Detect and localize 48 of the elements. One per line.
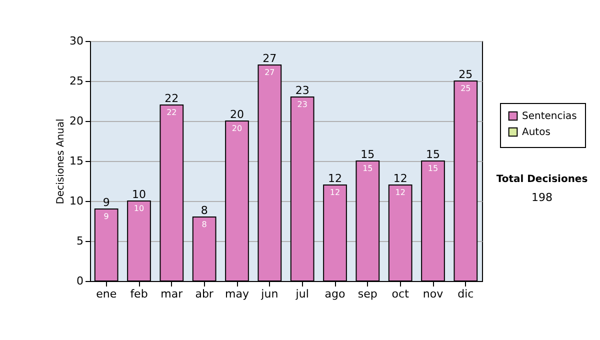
x-tick-label: may xyxy=(225,288,250,300)
x-tick-label: feb xyxy=(130,288,148,300)
total-label: 20 xyxy=(230,108,244,121)
x-tick-label: mar xyxy=(160,288,184,300)
total-label: 8 xyxy=(200,204,208,217)
total-label: 15 xyxy=(426,148,440,161)
y-tick-label: 20 xyxy=(70,114,84,128)
total-label: 12 xyxy=(328,172,342,185)
total-label: 23 xyxy=(295,84,310,97)
total-label: 10 xyxy=(132,188,146,201)
y-tick-label: 15 xyxy=(70,154,84,168)
text: 198 xyxy=(532,191,552,204)
data-label: 27 xyxy=(264,68,275,77)
total-label: 9 xyxy=(102,196,110,209)
total-label: 22 xyxy=(164,92,179,105)
x-tick-label: jun xyxy=(260,288,278,300)
y-axis-title: Decisiones Anual xyxy=(56,118,67,204)
total-label: 12 xyxy=(393,172,408,185)
total-label: 15 xyxy=(360,148,375,161)
x-tick-label: abr xyxy=(195,288,214,300)
total-label: 27 xyxy=(262,52,277,65)
x-tick-label: sep xyxy=(358,288,378,300)
y-tick-label: 5 xyxy=(76,234,84,248)
x-tick-label: jul xyxy=(294,288,309,300)
data-label: 9 xyxy=(104,212,109,221)
data-label: 15 xyxy=(428,164,438,173)
data-label: 15 xyxy=(362,164,373,173)
data-label: 22 xyxy=(166,108,177,117)
data-label: 12 xyxy=(395,188,406,197)
x-tick-label: ago xyxy=(324,288,346,300)
legend-label: Sentencias xyxy=(522,111,577,122)
y-tick-label: 25 xyxy=(70,74,84,88)
x-tick-label: ene xyxy=(96,288,117,300)
data-label: 20 xyxy=(232,124,242,133)
x-tick-label: nov xyxy=(422,288,444,300)
x-tick-label: dic xyxy=(458,288,474,300)
data-label: 10 xyxy=(134,204,144,213)
y-tick-label: 10 xyxy=(70,194,84,208)
data-label: 12 xyxy=(330,188,340,197)
x-tick-label: oct xyxy=(392,288,410,300)
data-label: 23 xyxy=(297,100,308,109)
y-tick-label: 30 xyxy=(70,34,84,48)
legend-label: Autos xyxy=(522,127,550,138)
data-label: 8 xyxy=(202,220,207,229)
text: Total Decisiones xyxy=(496,174,588,185)
data-label: 25 xyxy=(460,84,471,93)
y-tick-label: 0 xyxy=(76,274,84,288)
total-label: 25 xyxy=(458,68,473,81)
